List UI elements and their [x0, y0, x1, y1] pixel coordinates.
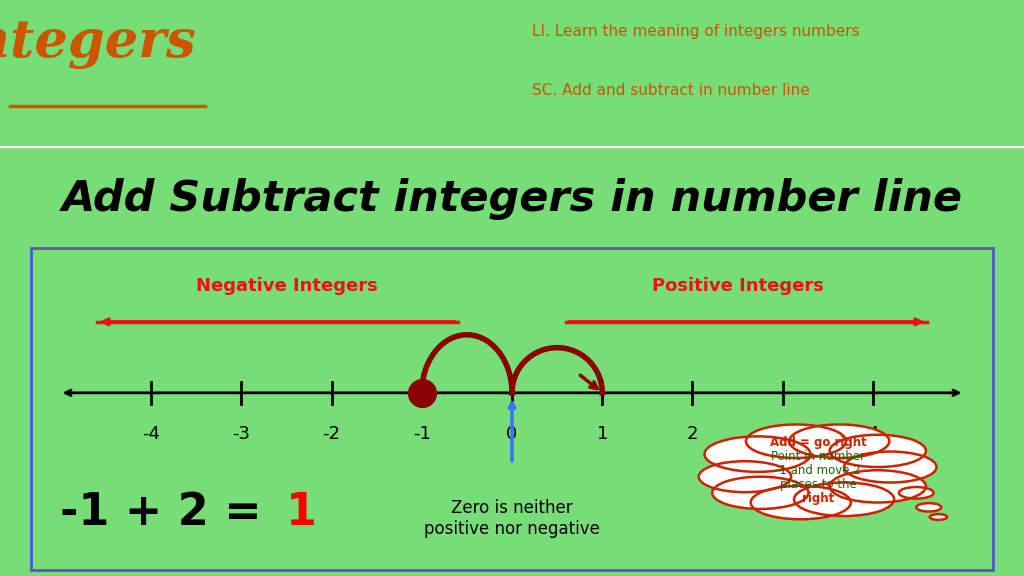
Text: right: right [802, 492, 835, 505]
Circle shape [705, 437, 810, 472]
Text: -1: -1 [413, 425, 431, 443]
Text: -2: -2 [323, 425, 341, 443]
Circle shape [829, 470, 926, 502]
Circle shape [698, 461, 792, 492]
Text: 1: 1 [597, 425, 608, 443]
Text: Positive Integers: Positive Integers [651, 278, 823, 295]
Circle shape [794, 483, 894, 516]
Text: places to the: places to the [779, 478, 856, 491]
Circle shape [745, 425, 846, 458]
Text: Add Subtract integers in number line: Add Subtract integers in number line [61, 179, 963, 220]
Circle shape [713, 477, 809, 509]
Circle shape [930, 514, 947, 520]
Text: Negative Integers: Negative Integers [196, 278, 377, 295]
Text: SC. Add and subtract in number line: SC. Add and subtract in number line [532, 83, 810, 98]
Text: Integers: Integers [0, 18, 196, 69]
Circle shape [916, 503, 941, 511]
Text: -4: -4 [142, 425, 160, 443]
Text: Add = go right: Add = go right [770, 437, 866, 449]
Text: 0: 0 [507, 425, 517, 443]
Circle shape [751, 486, 851, 520]
Text: 4: 4 [867, 425, 879, 443]
Circle shape [899, 487, 934, 499]
Ellipse shape [736, 438, 900, 506]
Text: -1 and move 2: -1 and move 2 [775, 464, 861, 477]
Text: Zero is neither
positive nor negative: Zero is neither positive nor negative [424, 499, 600, 538]
Text: -1 + 2 =: -1 + 2 = [59, 491, 276, 534]
Circle shape [829, 435, 926, 467]
Circle shape [844, 452, 937, 483]
Text: LI. Learn the meaning of integers numbers: LI. Learn the meaning of integers number… [532, 24, 860, 39]
Text: 1: 1 [286, 491, 316, 534]
Text: 3: 3 [777, 425, 788, 443]
Text: -3: -3 [232, 425, 250, 443]
Circle shape [790, 425, 889, 458]
Text: Point in number: Point in number [771, 450, 865, 463]
Text: 2: 2 [687, 425, 698, 443]
